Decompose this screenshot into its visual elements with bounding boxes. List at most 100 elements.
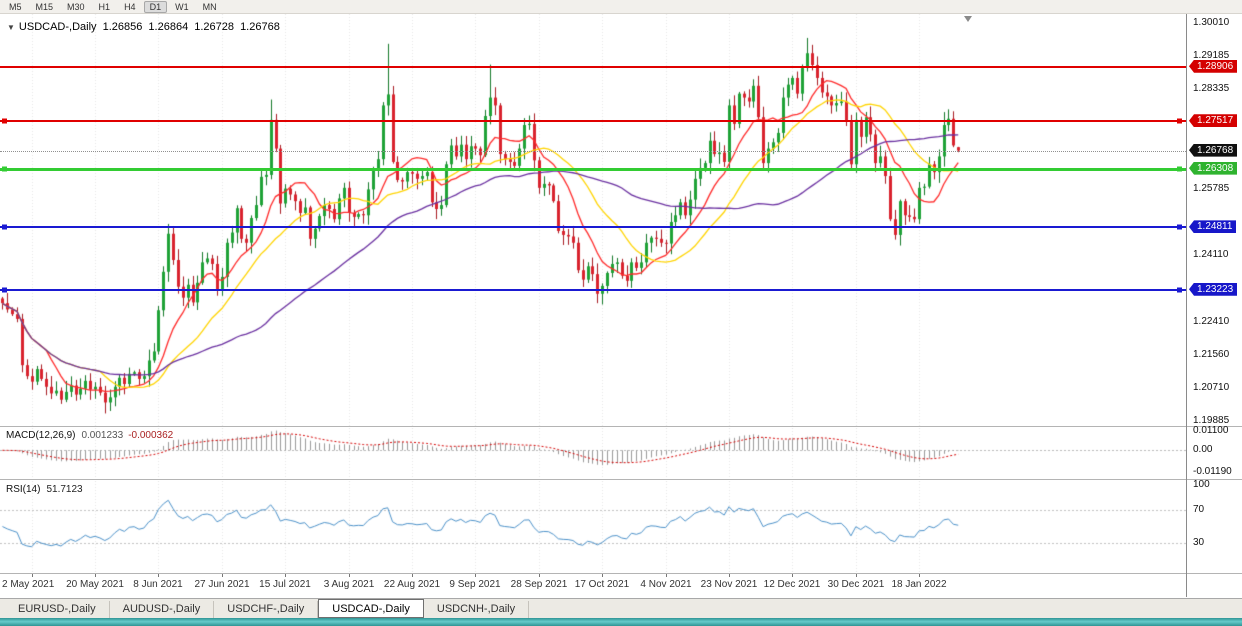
time-axis-label: 3 Aug 2021 xyxy=(323,579,375,590)
price-axis-label: 1.21560 xyxy=(1193,348,1230,360)
price-axis-separator xyxy=(1186,14,1187,597)
time-axis-label: 23 Nov 2021 xyxy=(700,579,758,590)
level-line-1.26308[interactable] xyxy=(0,166,1186,172)
time-axis-label: 12 Dec 2021 xyxy=(763,579,821,590)
time-axis-label: 30 Dec 2021 xyxy=(827,579,885,590)
time-axis-label: 2 May 2021 xyxy=(2,579,55,590)
time-axis-tick xyxy=(412,574,413,577)
price-axis-label: 1.28335 xyxy=(1193,83,1230,95)
time-axis-label: 27 Jun 2021 xyxy=(194,579,250,590)
rsi-panel-canvas[interactable] xyxy=(0,481,1186,572)
time-axis-tick xyxy=(919,574,920,577)
time-axis-tick xyxy=(95,574,96,577)
macd-axis-label: 0.01100 xyxy=(1193,424,1229,436)
timeframe-toolbar: M5 M15 M30 H1 H4 D1 W1 MN xyxy=(0,0,1242,14)
symbol-dropdown-icon[interactable]: ▼ xyxy=(7,23,15,32)
chart-tab-usdchf[interactable]: USDCHF-,Daily xyxy=(214,601,319,618)
price-axis-label: 1.29185 xyxy=(1193,49,1230,61)
macd-axis-label: -0.01190 xyxy=(1193,465,1232,477)
time-axis-tick xyxy=(666,574,667,577)
time-axis-tick xyxy=(349,574,350,577)
chart-tab-audusd[interactable]: AUDUSD-,Daily xyxy=(110,601,215,618)
timeframe-button-mn[interactable]: MN xyxy=(202,1,217,12)
level-endpoint-marker[interactable] xyxy=(1177,118,1182,124)
macd-axis-label: 0.00 xyxy=(1193,444,1213,456)
timeframe-button-m30[interactable]: M30 xyxy=(67,1,85,12)
time-axis-label: 20 May 2021 xyxy=(66,579,124,590)
macd-header: MACD(12,26,9) 0.001233 -0.000362 xyxy=(6,430,173,441)
chart-tab-usdcnh[interactable]: USDCNH-,Daily xyxy=(424,601,530,618)
level-line-1.27517[interactable] xyxy=(0,118,1186,124)
timeframe-button-d1[interactable]: D1 xyxy=(143,0,168,13)
time-axis-label: 4 Nov 2021 xyxy=(640,579,692,590)
rsi-header: RSI(14) 51.7123 xyxy=(6,484,83,495)
level-endpoint-marker[interactable] xyxy=(1177,287,1182,293)
chart-tab-eurusd[interactable]: EURUSD-,Daily xyxy=(5,601,110,618)
chart-ohlc-values: 1.26856 1.26864 1.26728 1.26768 xyxy=(102,21,280,33)
time-axis-tick xyxy=(602,574,603,577)
level-line-1.23223[interactable] xyxy=(0,287,1186,293)
panel-divider[interactable] xyxy=(0,479,1242,480)
price-badge-1.26768: 1.26768 xyxy=(1189,143,1238,157)
time-axis-tick xyxy=(539,574,540,577)
price-axis-label: 1.24110 xyxy=(1193,248,1229,260)
level-endpoint-marker[interactable] xyxy=(2,224,7,230)
panel-divider[interactable] xyxy=(0,426,1242,427)
level-endpoint-marker[interactable] xyxy=(2,287,7,293)
time-axis-label: 17 Oct 2021 xyxy=(574,579,630,590)
rsi-title: RSI(14) xyxy=(6,484,41,495)
chart-symbol-label: USDCAD-,Daily xyxy=(18,21,97,33)
time-axis-label: 9 Sep 2021 xyxy=(449,579,501,590)
horizontal-scrollbar[interactable] xyxy=(0,618,1242,626)
time-axis-tick xyxy=(792,574,793,577)
price-axis-label: 1.25785 xyxy=(1193,183,1230,195)
level-line-1.24811[interactable] xyxy=(0,224,1186,230)
price-axis-label: 1.20710 xyxy=(1193,382,1230,394)
panel-divider xyxy=(0,573,1242,574)
macd-title: MACD(12,26,9) xyxy=(6,430,76,441)
price-badge-1.23223: 1.23223 xyxy=(1189,282,1238,296)
time-axis-label: 22 Aug 2021 xyxy=(383,579,441,590)
rsi-axis-label: 30 xyxy=(1193,537,1205,549)
time-axis-tick xyxy=(475,574,476,577)
price-badge-1.24811: 1.24811 xyxy=(1189,220,1237,234)
time-axis-tick xyxy=(222,574,223,577)
level-endpoint-marker[interactable] xyxy=(2,118,7,124)
time-axis-label: 28 Sep 2021 xyxy=(510,579,568,590)
rsi-axis-label: 100 xyxy=(1193,479,1210,490)
timeframe-button-h4[interactable]: H4 xyxy=(124,1,136,12)
price-axis-label: 1.30010 xyxy=(1193,17,1230,29)
level-endpoint-marker[interactable] xyxy=(1177,166,1182,172)
timeframe-button-w1[interactable]: W1 xyxy=(175,1,189,12)
macd-main-value: 0.001233 xyxy=(81,430,124,441)
price-badge-1.26308: 1.26308 xyxy=(1189,161,1238,175)
level-endpoint-marker[interactable] xyxy=(2,166,7,172)
timeframe-button-m15[interactable]: M15 xyxy=(35,1,54,12)
time-axis-tick xyxy=(32,574,33,577)
time-axis-label: 18 Jan 2022 xyxy=(891,579,947,590)
price-badge-1.27517: 1.27517 xyxy=(1189,114,1238,128)
chart-tab-bar: EURUSD-,Daily AUDUSD-,Daily USDCHF-,Daily U… xyxy=(0,598,1242,618)
rsi-value: 51.7123 xyxy=(46,484,83,495)
macd-panel-canvas[interactable] xyxy=(0,428,1186,478)
timeframe-button-m5[interactable]: M5 xyxy=(9,1,22,12)
time-axis-tick xyxy=(158,574,159,577)
price-chart-canvas[interactable] xyxy=(0,14,1186,426)
rsi-axis-label: 70 xyxy=(1193,503,1205,515)
chart-header: ▼ USDCAD-,Daily 1.26856 1.26864 1.26728 1… xyxy=(7,21,280,33)
time-axis-tick xyxy=(285,574,286,577)
level-endpoint-marker[interactable] xyxy=(1177,224,1182,230)
last-price-line xyxy=(0,151,1186,152)
level-line-1.28906[interactable] xyxy=(0,65,1186,68)
price-badge-1.28906: 1.28906 xyxy=(1189,59,1238,73)
price-axis-label: 1.22410 xyxy=(1193,315,1230,327)
time-axis[interactable]: 2 May 2021 20 May 2021 8 Jun 2021 27 Jun 20… xyxy=(0,574,1186,597)
chart-tab-usdcad[interactable]: USDCAD-,Daily xyxy=(318,599,424,618)
time-axis-tick xyxy=(729,574,730,577)
macd-signal-value: -0.000362 xyxy=(128,430,174,441)
timeframe-button-h1[interactable]: H1 xyxy=(98,1,111,12)
time-axis-label: 15 Jul 2021 xyxy=(259,579,311,590)
time-axis-label: 8 Jun 2021 xyxy=(133,579,183,590)
price-axis-label: 1.19885 xyxy=(1193,414,1230,426)
